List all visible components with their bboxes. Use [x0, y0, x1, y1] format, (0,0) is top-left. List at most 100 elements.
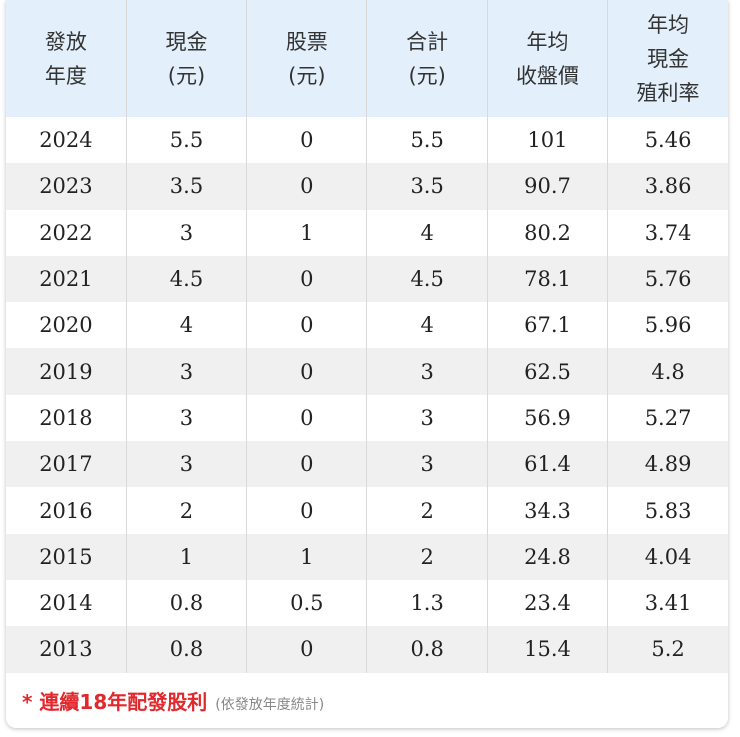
- header-line: 股票: [285, 29, 328, 54]
- header-row: 發放 年度 現金 (元) 股票 (元) 合計 (元) 年均 收盤價 年均 現金 殖利率: [6, 0, 728, 117]
- table-cell: 3.5: [366, 163, 488, 210]
- table-cell: 5.27: [644, 405, 692, 430]
- table-cell: 1.3: [366, 579, 488, 627]
- table-cell: 3: [126, 348, 248, 395]
- table-row: 2021 4.5 0 4.5 78.1 5.76: [6, 255, 728, 303]
- table-cell: 3: [366, 441, 488, 488]
- table-cell: 3: [366, 348, 488, 395]
- table-body: 2024 5.5 0 5.5 101 5.46 2023 3.5 0 3.5 90.7 3.86 202…: [6, 117, 728, 673]
- header-line: 合計: [406, 29, 449, 54]
- table-cell: 34.3: [487, 487, 609, 534]
- table-cell: 0: [246, 626, 368, 673]
- table-cell: 2021: [6, 255, 127, 303]
- table-cell: 2014: [6, 579, 127, 627]
- table-cell: 0: [246, 117, 368, 164]
- table-cell: 3: [126, 441, 248, 488]
- table-cell: 5.83: [644, 498, 692, 523]
- table-cell: 2: [126, 487, 248, 534]
- table-cell: 2: [366, 487, 488, 534]
- table-cell: 78.1: [487, 255, 609, 303]
- table-cell: 4.5: [126, 255, 248, 303]
- table-cell: 1: [246, 209, 368, 256]
- table-cell: 5.46: [644, 128, 692, 153]
- table-cell: 90.7: [487, 163, 609, 210]
- table-cell: 3: [126, 394, 248, 442]
- header-cell: 發放 年度: [6, 0, 127, 117]
- table-cell: 3: [366, 394, 488, 442]
- table-row: 2015 1 1 2 24.8 4.04: [6, 533, 728, 580]
- table-cell: 3: [126, 209, 248, 256]
- header-line: 發放: [44, 29, 87, 54]
- header-line: 收盤價: [515, 63, 579, 88]
- table-cell: 61.4: [487, 441, 609, 488]
- table-cell: 3.41: [644, 591, 692, 616]
- header-cell: 年均 現金 殖利率: [607, 0, 728, 117]
- table-cell: 5.2: [607, 626, 728, 673]
- header-cell: 股票 (元): [246, 0, 368, 117]
- header-line: 現金: [165, 29, 208, 54]
- header-cell: 年均 收盤價: [487, 0, 609, 117]
- table-cell: 101: [487, 117, 609, 164]
- table-cell: 0: [246, 394, 368, 442]
- table-cell: 0.8: [126, 626, 248, 673]
- table-cell: 0: [246, 302, 368, 349]
- table-row: 2014 0.8 0.5 1.3 23.4 3.41: [6, 579, 728, 627]
- table-cell: 1: [126, 533, 248, 580]
- table-row: 2017 3 0 3 61.4 4.89: [6, 441, 728, 488]
- header-line: (元): [288, 63, 326, 88]
- table-cell: 0: [246, 348, 368, 395]
- table-cell: 0.5: [246, 579, 368, 627]
- table-cell: 4: [126, 302, 248, 349]
- table-row: 2020 4 0 4 67.1 5.96: [6, 302, 728, 349]
- table-cell: 2013: [6, 626, 127, 673]
- table-cell: 5.76: [607, 255, 728, 303]
- table-cell: 4.5: [366, 255, 488, 303]
- table-cell: 15.4: [487, 626, 609, 673]
- table-cell: 24.8: [487, 533, 609, 580]
- table-cell: 2016: [6, 487, 127, 534]
- table-cell: 2: [366, 533, 488, 580]
- table-cell: 2017: [6, 441, 127, 488]
- table-cell: 2022: [6, 209, 127, 256]
- header-line: 現金: [647, 46, 690, 71]
- table-cell: 2018: [6, 394, 127, 442]
- table-cell: 0: [246, 487, 368, 534]
- table-cell: 5.5: [366, 117, 488, 164]
- header-line: (元): [408, 63, 446, 88]
- footer-sub: (依發放年度統計): [215, 697, 325, 713]
- table-cell: 3.5: [126, 163, 248, 210]
- header-cell: 現金 (元): [126, 0, 248, 117]
- dividend-card: 發放 年度 現金 (元) 股票 (元) 合計 (元) 年均 收盤價 年均 現金 殖利率 2024 5.5 0…: [6, 0, 728, 728]
- table-cell: 62.5: [487, 348, 609, 395]
- table-cell: 67.1: [487, 302, 609, 349]
- header-line: 年度: [44, 63, 87, 88]
- table-row: 2016 2 0 2 34.3 5.83: [6, 487, 728, 534]
- footer: * 連續18年配發股利 (依發放年度統計): [22, 686, 324, 715]
- header-line: 年均: [526, 29, 569, 54]
- table-cell: 0: [246, 441, 368, 488]
- table-cell: 1: [246, 533, 368, 580]
- table-cell: 0.8: [366, 626, 488, 673]
- table-cell: 3.86: [607, 163, 728, 210]
- table-cell: 4.8: [607, 348, 728, 395]
- table-cell: 2023: [6, 163, 127, 210]
- table-cell: 2024: [6, 117, 127, 164]
- table-cell: 80.2: [487, 209, 609, 256]
- table-row: 2023 3.5 0 3.5 90.7 3.86: [6, 163, 728, 210]
- table-row: 2019 3 0 3 62.5 4.8: [6, 348, 728, 395]
- header-line: 殖利率: [636, 80, 700, 105]
- table-cell: 3.74: [644, 220, 692, 245]
- table-cell: 23.4: [487, 579, 609, 627]
- header-line: 年均: [647, 12, 690, 37]
- table-cell: 2019: [6, 348, 127, 395]
- table-cell: 56.9: [487, 394, 609, 442]
- table-cell: 2015: [6, 533, 127, 580]
- table-cell: 4.89: [607, 441, 728, 488]
- table-cell: 2020: [6, 302, 127, 349]
- table-cell: 0: [246, 255, 368, 303]
- table-cell: 5.96: [644, 313, 692, 338]
- table-cell: 0.8: [126, 579, 248, 627]
- table-row: 2018 3 0 3 56.9 5.27: [6, 394, 728, 442]
- table-row: 2024 5.5 0 5.5 101 5.46: [6, 117, 728, 164]
